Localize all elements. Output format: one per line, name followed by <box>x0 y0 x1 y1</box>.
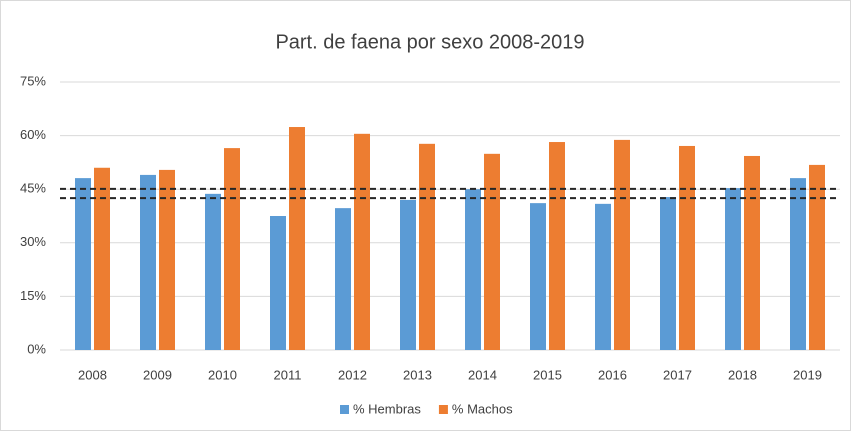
legend-swatch <box>438 405 448 414</box>
bar <box>484 153 500 350</box>
x-tick-label: 2011 <box>274 367 302 382</box>
x-tick-label: 2019 <box>793 367 822 382</box>
bar <box>679 145 695 350</box>
bar <box>400 199 416 350</box>
x-tick-label: 2012 <box>338 367 367 382</box>
legend-swatch <box>340 405 349 414</box>
chart-title: Part. de faena por sexo 2008-2019 <box>275 31 584 53</box>
bar <box>465 189 481 350</box>
y-tick-label: 75% <box>20 73 46 88</box>
legend-label: % Machos <box>452 401 513 416</box>
bar <box>335 208 351 350</box>
y-tick-label: 15% <box>20 288 46 303</box>
bar <box>140 174 156 350</box>
bar <box>94 167 110 350</box>
bar <box>419 143 435 350</box>
bar <box>660 197 676 350</box>
x-tick-label: 2015 <box>533 367 562 382</box>
bar <box>790 178 806 350</box>
x-tick-label: 2016 <box>598 367 627 382</box>
x-tick-label: 2008 <box>78 367 107 382</box>
bar <box>809 164 825 350</box>
y-tick-label: 60% <box>20 127 46 142</box>
bar <box>354 133 370 350</box>
x-tick-label: 2014 <box>468 367 497 382</box>
x-tick-label: 2013 <box>403 367 432 382</box>
bar <box>270 216 286 350</box>
bar <box>595 203 611 350</box>
bar <box>744 155 760 350</box>
bar <box>205 193 221 350</box>
bar <box>725 188 741 350</box>
x-tick-label: 2018 <box>728 367 757 382</box>
legend-label: % Hembras <box>353 401 421 416</box>
bar <box>75 178 91 350</box>
bar <box>549 142 565 350</box>
bar <box>289 127 305 350</box>
x-tick-label: 2017 <box>663 367 692 382</box>
x-tick-label: 2009 <box>143 367 172 382</box>
bar <box>614 139 630 350</box>
bar <box>530 203 546 350</box>
bar <box>224 148 240 350</box>
y-tick-label: 30% <box>20 234 46 249</box>
y-tick-label: 0% <box>27 341 46 356</box>
bar <box>159 169 175 350</box>
y-tick-label: 45% <box>20 181 46 196</box>
x-tick-label: 2010 <box>208 367 237 382</box>
